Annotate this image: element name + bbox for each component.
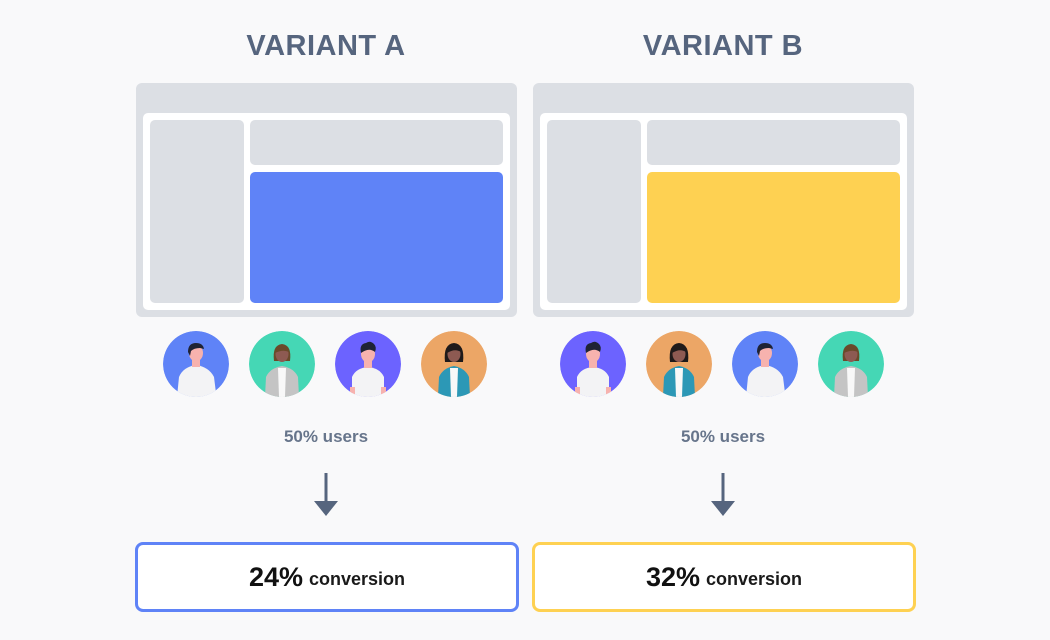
mockup-sidebar [150, 120, 244, 303]
mockup-hero-block-blue [250, 172, 503, 303]
avatar-woman-gray-blazer-icon [249, 331, 315, 397]
arrow-down-icon [711, 473, 735, 516]
variant-a-title: VARIANT A [246, 30, 406, 62]
conversion-value: 24% [248, 561, 303, 592]
avatar-woman-gray-blazer-icon [818, 331, 884, 397]
avatar-man-white-tshirt-icon [560, 331, 626, 397]
avatar-man-white-shirt-icon [732, 331, 798, 397]
variant-b-conversion-result: 32% conversion [532, 542, 916, 612]
variant-a-conversion-result: 24% conversion [135, 542, 519, 612]
variant-a-users-split: 50% users [283, 427, 369, 446]
variant-a-user-avatars [163, 331, 489, 397]
mockup-hero-block-yellow [647, 172, 900, 303]
variant-b-page-mockup [533, 83, 914, 317]
variant-a-page-mockup [136, 83, 517, 317]
mockup-header-block [647, 120, 900, 165]
mockup-header-block [250, 120, 503, 165]
avatar-man-white-shirt-icon [163, 331, 229, 397]
avatar-woman-teal-blazer-icon [421, 331, 487, 397]
variant-b-title: VARIANT B [642, 30, 804, 62]
mockup-sidebar [547, 120, 641, 303]
avatar-man-white-tshirt-icon [335, 331, 401, 397]
variant-b-user-avatars [560, 331, 886, 397]
mockup-content-area [540, 113, 907, 310]
conversion-label: conversion [706, 568, 803, 589]
variant-b-users-split: 50% users [680, 427, 766, 446]
arrow-down-icon [314, 473, 338, 516]
avatar-woman-teal-blazer-icon [646, 331, 712, 397]
conversion-value: 32% [645, 561, 700, 592]
mockup-content-area [143, 113, 510, 310]
conversion-label: conversion [309, 568, 406, 589]
